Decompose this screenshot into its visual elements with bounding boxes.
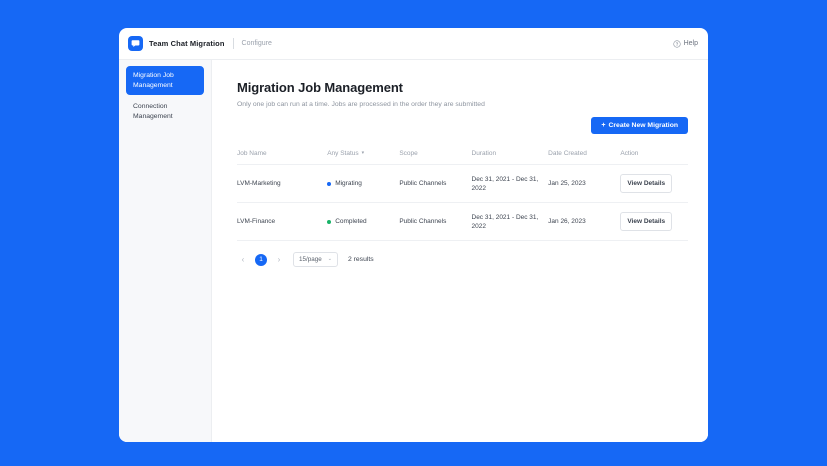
pagination-next-button[interactable]: › xyxy=(277,255,281,264)
sidebar: Migration Job Management Connection Mana… xyxy=(119,60,212,442)
page-size-select[interactable]: 15/page ⌄ xyxy=(293,252,338,267)
page-size-value: 15/page xyxy=(299,256,322,263)
cell-job-name: LVM-Marketing xyxy=(237,164,328,203)
cell-duration: Dec 31, 2021 - Dec 31, 2022 xyxy=(471,202,549,241)
column-header-status[interactable]: Any Status ▾ xyxy=(327,144,400,165)
column-header-date-created: Date Created xyxy=(548,144,621,165)
status-label: Migrating xyxy=(335,180,362,187)
cell-date-created: Jan 25, 2023 xyxy=(548,164,621,203)
pagination-prev-button[interactable]: ‹ xyxy=(241,255,245,264)
table-header: Job Name Any Status ▾ Scope Duration Dat… xyxy=(237,144,688,165)
sidebar-item-migration-job-management[interactable]: Migration Job Management xyxy=(126,66,204,95)
top-bar: Team Chat Migration Configure Help xyxy=(119,28,708,60)
pagination: ‹ 1 › 15/page ⌄ 2 results xyxy=(237,252,688,267)
cell-status: Completed xyxy=(327,202,400,241)
table-body: LVM-Marketing Migrating Public Channels … xyxy=(237,164,688,241)
body-row: Migration Job Management Connection Mana… xyxy=(119,60,708,442)
chat-bubble-logo-icon xyxy=(128,36,143,51)
cell-duration: Dec 31, 2021 - Dec 31, 2022 xyxy=(471,164,549,203)
table-header-row: Job Name Any Status ▾ Scope Duration Dat… xyxy=(237,144,688,165)
table-row: LVM-Finance Completed Public Channels De… xyxy=(237,202,688,241)
cell-action: View Details xyxy=(620,164,688,203)
cell-job-name: LVM-Finance xyxy=(237,202,328,241)
status-label: Completed xyxy=(335,218,367,225)
pagination-page-1[interactable]: 1 xyxy=(255,253,267,266)
help-label: Help xyxy=(683,40,698,47)
help-button[interactable]: Help xyxy=(672,39,698,48)
page-title: Migration Job Management xyxy=(237,80,403,95)
sidebar-item-connection-management[interactable]: Connection Management xyxy=(133,103,173,120)
cell-date-created: Jan 26, 2023 xyxy=(548,202,621,241)
cell-status: Migrating xyxy=(327,164,400,203)
status-dot-icon xyxy=(327,219,332,224)
brand-separator xyxy=(232,38,234,49)
main-content: Migration Job Management Only one job ca… xyxy=(212,60,708,442)
status-filter[interactable]: Any Status ▾ xyxy=(327,150,364,157)
configure-link[interactable]: Configure xyxy=(241,40,272,47)
view-details-button[interactable]: View Details xyxy=(620,174,673,193)
help-circle-icon xyxy=(672,39,681,48)
cell-action: View Details xyxy=(620,202,688,241)
create-new-migration-label: Create New Migration xyxy=(608,122,679,129)
app-window: Team Chat Migration Configure Help Migra… xyxy=(119,28,708,442)
column-header-action: Action xyxy=(620,144,688,165)
column-header-job-name: Job Name xyxy=(237,144,328,165)
brand-name: Team Chat Migration xyxy=(149,39,225,48)
chevron-down-icon: ⌄ xyxy=(327,256,332,262)
page-subtitle: Only one job can run at a time. Jobs are… xyxy=(237,101,485,108)
view-details-button[interactable]: View Details xyxy=(620,212,673,231)
table-row: LVM-Marketing Migrating Public Channels … xyxy=(237,164,688,203)
status-filter-label: Any Status xyxy=(327,150,359,157)
plus-icon: + xyxy=(601,122,606,129)
cell-scope: Public Channels xyxy=(399,164,472,203)
cell-scope: Public Channels xyxy=(399,202,472,241)
results-count: 2 results xyxy=(347,256,374,263)
jobs-table: Job Name Any Status ▾ Scope Duration Dat… xyxy=(237,144,688,241)
toolbar: + Create New Migration xyxy=(237,117,688,134)
column-header-scope: Scope xyxy=(399,144,472,165)
column-header-duration: Duration xyxy=(471,144,549,165)
status-dot-icon xyxy=(327,181,332,186)
chevron-down-icon: ▾ xyxy=(361,150,365,156)
create-new-migration-button[interactable]: + Create New Migration xyxy=(591,117,688,134)
